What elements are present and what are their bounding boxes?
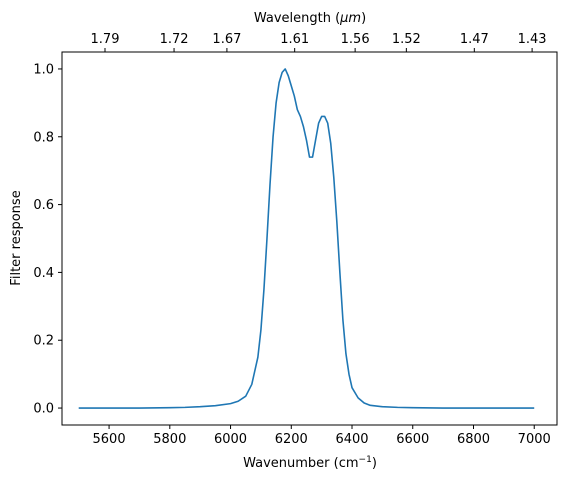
left-axis: 0.0 0.2 0.4 0.6 0.8 1.0 — [33, 62, 62, 417]
x-tick-label: 7000 — [518, 432, 551, 447]
x-tick-label: 6000 — [214, 432, 247, 447]
top-tick-label: 1.79 — [91, 32, 120, 47]
top-tick-label: 1.72 — [160, 32, 189, 47]
y-tick-label: 1.0 — [33, 62, 54, 77]
x-tick-label: 6600 — [396, 432, 429, 447]
x-tick-label: 6800 — [457, 432, 490, 447]
top-tick-label: 1.67 — [212, 32, 241, 47]
x-tick-label: 5600 — [93, 432, 126, 447]
plot-frame — [61, 51, 558, 426]
data-layer — [78, 68, 535, 409]
x-tick-label: 6200 — [275, 432, 308, 447]
top-tick-label: 1.61 — [280, 32, 309, 47]
top-axis: 1.79 1.72 1.67 1.61 1.56 1.52 1.47 1.43 — [91, 32, 547, 52]
top-tick-label: 1.43 — [518, 32, 547, 47]
top-tick-label: 1.47 — [460, 32, 489, 47]
y-tick-label: 0.2 — [33, 334, 54, 349]
y-tick-label: 0.4 — [33, 266, 54, 281]
series-line-0 — [78, 68, 535, 409]
top-axis-label: Wavelength (μm) — [254, 11, 366, 26]
top-tick-label: 1.52 — [392, 32, 421, 47]
x-tick-label: 6400 — [335, 432, 368, 447]
y-tick-label: 0.6 — [33, 198, 54, 213]
top-tick-label: 1.56 — [341, 32, 370, 47]
y-tick-label: 0.8 — [33, 130, 54, 145]
plot-area: 5600 5800 6000 6200 6400 6600 6800 7000 0.00.20… — [33, 32, 558, 447]
x-tick-label: 5800 — [153, 432, 186, 447]
bottom-axis: 5600 5800 6000 6200 6400 6600 6800 7000 — [93, 425, 551, 447]
y-axis-label: Filter response — [9, 190, 24, 285]
x-axis-label: Wavenumber (cm−1) — [243, 455, 377, 471]
y-tick-label: 0.0 — [33, 402, 54, 417]
